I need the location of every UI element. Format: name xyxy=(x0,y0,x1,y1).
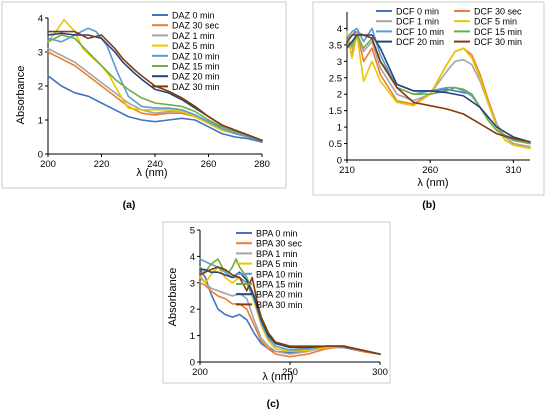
x-axis-label: λ (nm) xyxy=(417,177,448,189)
y-tick-label: 2 xyxy=(190,305,195,316)
y-tick-label: 0 xyxy=(337,156,342,167)
legend-label: BPA 0 min xyxy=(256,229,297,239)
legend-label: DCF 5 min xyxy=(474,17,517,27)
legend-label: DAZ 20 min xyxy=(172,72,220,82)
y-tick-label: 4 xyxy=(190,252,195,263)
series-line-daz-10-min xyxy=(47,27,263,142)
legend-label: DAZ 0 min xyxy=(172,11,215,21)
panel-label: (c) xyxy=(267,398,280,410)
legend-label: DAZ 1 min xyxy=(172,31,215,41)
x-tick-label: 200 xyxy=(192,367,208,378)
panel-frame xyxy=(312,1,545,196)
y-tick-label: 1 xyxy=(337,123,342,134)
y-tick-label: 4 xyxy=(337,24,342,35)
legend-label: DAZ 30 sec xyxy=(172,21,220,31)
y-axis-label: Absorbance xyxy=(15,66,27,125)
legend-label: DCF 0 min xyxy=(396,7,439,17)
legend-label: DCF 1 min xyxy=(396,17,439,27)
legend-label: DAZ 30 min xyxy=(172,82,220,92)
y-tick-label: 0.5 xyxy=(329,139,342,150)
series-line-daz-5-min xyxy=(47,18,263,142)
x-tick-label: 310 xyxy=(505,165,521,176)
y-tick-label: 2 xyxy=(38,82,43,93)
y-tick-label: 5 xyxy=(190,226,195,237)
legend-label: BPA 30 sec xyxy=(256,239,302,249)
chart-panel-b: 0 0.5 1 1.5 2 2.5 3 3.5 4 210 260 310 λ (nm) DCF 0 mi… xyxy=(312,1,545,211)
legend-label: BPA 10 min xyxy=(256,269,302,279)
x-axis-label: λ (nm) xyxy=(262,371,293,383)
legend-label: DCF 20 min xyxy=(396,37,444,47)
y-tick-label: 3 xyxy=(337,57,342,68)
series-line-daz-0-min xyxy=(47,75,263,143)
x-axis-label: λ (nm) xyxy=(136,167,167,179)
legend-label: DCF 15 min xyxy=(474,27,522,37)
series-line-daz-15-min xyxy=(47,34,263,142)
legend-label: BPA 20 min xyxy=(256,290,302,300)
panel-frame xyxy=(162,221,391,384)
legend-label: BPA 15 min xyxy=(256,280,302,290)
y-tick-label: 3 xyxy=(38,48,43,59)
legend-label: DAZ 10 min xyxy=(172,51,220,61)
x-tick-label: 250 xyxy=(282,367,298,378)
series-line-dcf-15-min xyxy=(346,34,531,145)
series-line-bpa-30-min xyxy=(199,266,381,355)
y-tick-label: 1 xyxy=(38,116,43,127)
panel-frame xyxy=(1,1,287,189)
legend-label: BPA 5 min xyxy=(256,259,297,269)
y-tick-label: 1 xyxy=(190,331,195,342)
y-tick-label: 3 xyxy=(190,278,195,289)
x-tick-label: 280 xyxy=(254,159,270,170)
panel-label: (b) xyxy=(422,199,435,211)
x-tick-label: 260 xyxy=(201,159,217,170)
legend-label: BPA 1 min xyxy=(256,249,297,259)
y-tick-label: 4 xyxy=(38,14,43,25)
legend-label: BPA 30 min xyxy=(256,300,302,310)
x-tick-label: 300 xyxy=(372,367,388,378)
y-tick-label: 0 xyxy=(38,150,43,161)
y-tick-label: 0 xyxy=(190,358,195,369)
series-line-dcf-1-min xyxy=(346,30,531,148)
x-tick-label: 240 xyxy=(147,159,163,170)
y-tick-label: 3.5 xyxy=(329,40,342,51)
y-tick-label: 2 xyxy=(337,90,342,101)
legend-label: DCF 30 min xyxy=(474,37,522,47)
series-line-daz-30-min xyxy=(47,30,263,142)
x-tick-label: 210 xyxy=(339,165,355,176)
legend-label: DAZ 5 min xyxy=(172,41,215,51)
x-tick-label: 260 xyxy=(422,165,438,176)
panel-label: (a) xyxy=(123,199,136,211)
series-line-bpa-30-sec xyxy=(199,281,381,358)
y-tick-label: 2.5 xyxy=(329,73,342,84)
series-line-dcf-30-min xyxy=(346,34,531,143)
y-axis-label: Absorbance xyxy=(167,268,179,327)
x-tick-label: 200 xyxy=(40,159,56,170)
y-tick-label: 1.5 xyxy=(329,106,342,117)
legend-label: DCF 10 min xyxy=(396,27,444,37)
chart-panel-a: 0 1 2 3 4 200 220 240 260 280 λ (nm) Absorbance DAZ … xyxy=(1,1,287,211)
legend-label: DCF 30 sec xyxy=(474,7,522,17)
x-tick-label: 220 xyxy=(94,159,110,170)
legend-label: DAZ 15 min xyxy=(172,62,220,72)
chart-panel-c: 0 1 2 3 4 5 200 250 300 λ (nm) Absorbance BPA 0 min… xyxy=(162,221,391,410)
